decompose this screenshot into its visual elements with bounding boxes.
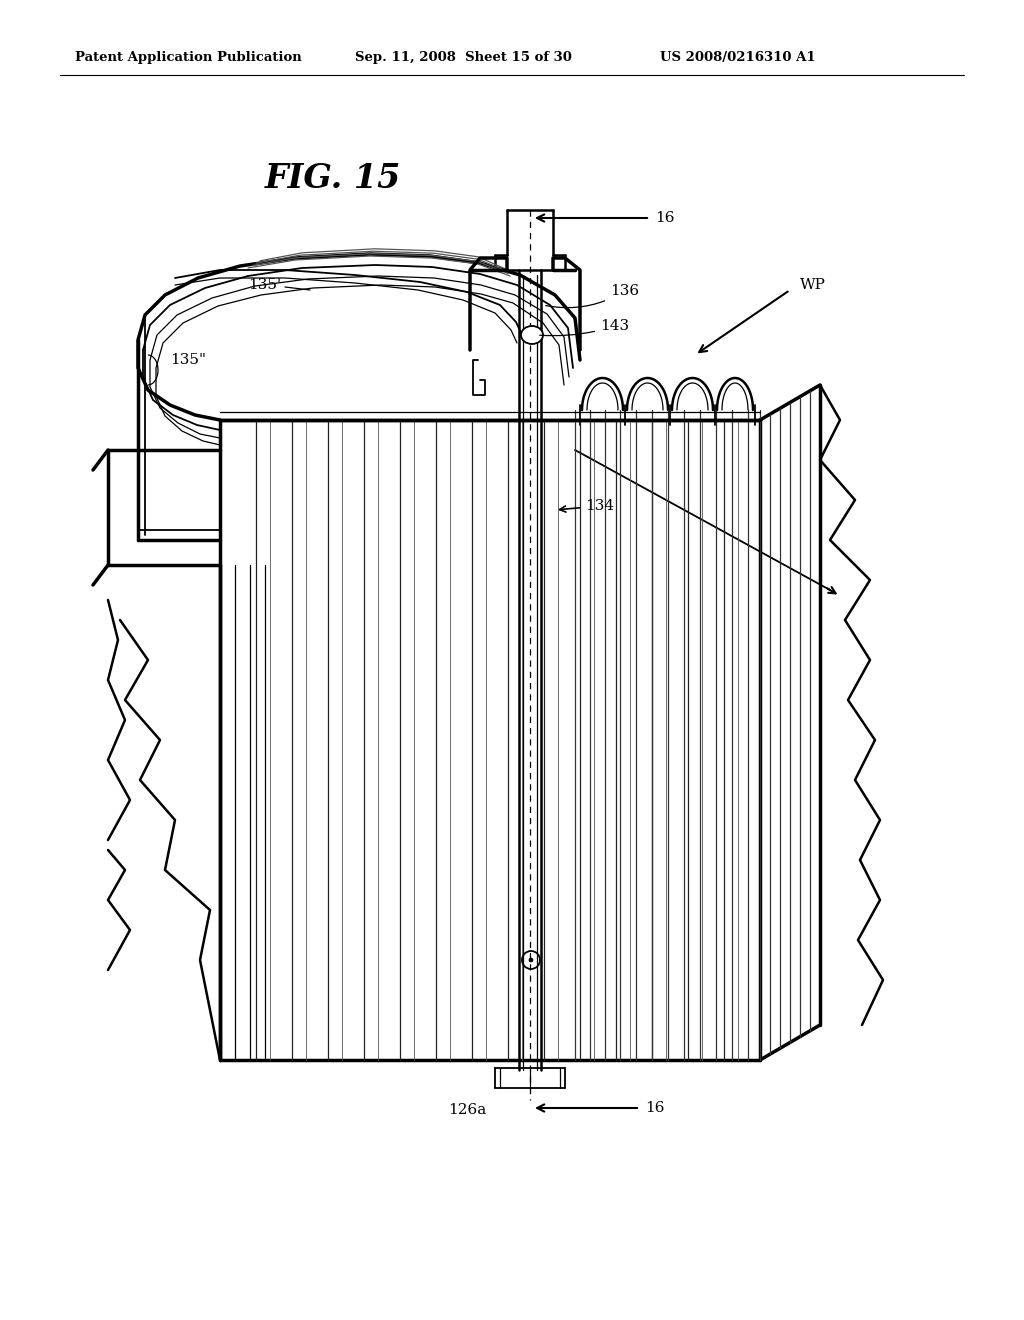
Text: 143: 143 <box>540 319 629 335</box>
Text: 134: 134 <box>560 499 614 513</box>
Text: 135": 135" <box>170 352 206 367</box>
Text: 135': 135' <box>248 279 282 292</box>
Text: Patent Application Publication: Patent Application Publication <box>75 51 302 65</box>
Circle shape <box>529 958 534 962</box>
Text: Sep. 11, 2008  Sheet 15 of 30: Sep. 11, 2008 Sheet 15 of 30 <box>355 51 571 65</box>
Text: FIG. 15: FIG. 15 <box>265 161 401 194</box>
Text: WP: WP <box>800 279 826 292</box>
Ellipse shape <box>521 326 543 345</box>
Text: 126a: 126a <box>449 1104 486 1117</box>
Text: 136: 136 <box>546 284 639 308</box>
Text: 16: 16 <box>645 1101 665 1115</box>
Text: US 2008/0216310 A1: US 2008/0216310 A1 <box>660 51 816 65</box>
Text: 16: 16 <box>655 211 675 224</box>
